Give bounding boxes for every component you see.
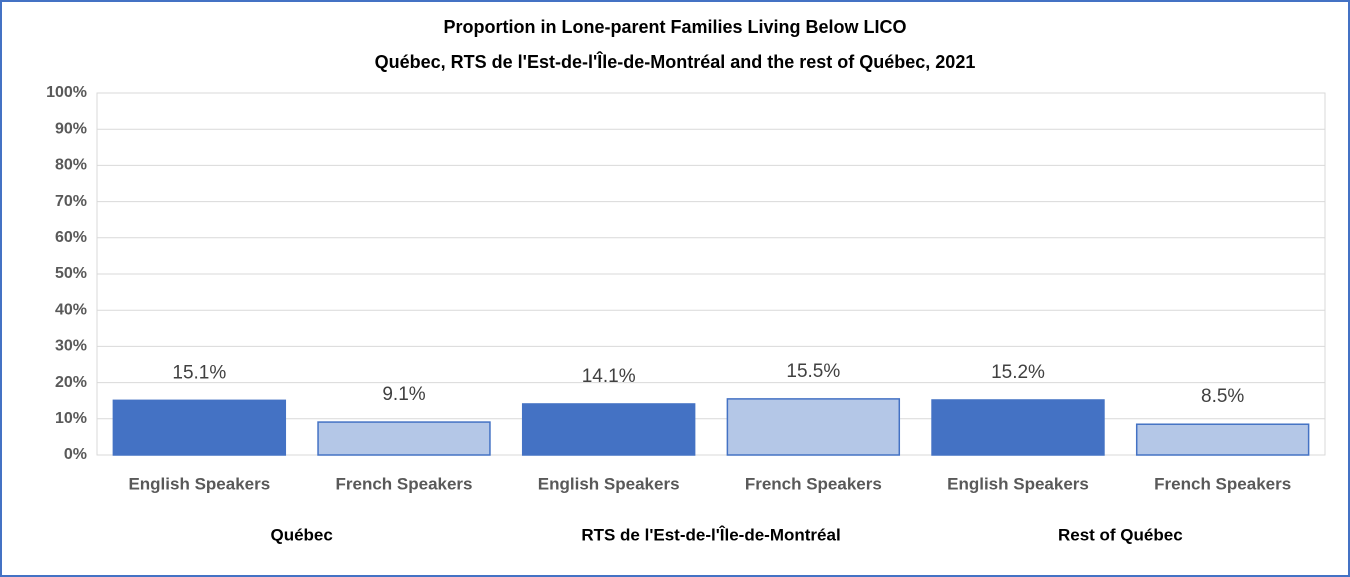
bar <box>931 399 1105 456</box>
y-tick-label: 50% <box>55 265 87 282</box>
y-tick-label: 20% <box>55 374 87 391</box>
value-label: 15.1% <box>172 362 226 383</box>
y-tick-label: 90% <box>55 120 87 137</box>
y-tick-label: 0% <box>64 446 87 463</box>
group-label: RTS de l'Est-de-l'Île-de-Montréal <box>581 525 840 544</box>
chart-title: Proportion in Lone-parent Families Livin… <box>443 17 906 37</box>
x-tick-label: English Speakers <box>947 474 1089 493</box>
chart-subtitle: Québec, RTS de l'Est-de-l'Île-de-Montréa… <box>375 51 976 72</box>
value-label: 15.5% <box>786 361 840 382</box>
bar <box>521 403 696 456</box>
group-label: Québec <box>270 525 332 544</box>
bar <box>317 421 491 456</box>
y-tick-label: 80% <box>55 157 87 174</box>
y-tick-label: 40% <box>55 301 87 318</box>
group-label: Rest of Québec <box>1058 525 1183 544</box>
value-label: 8.5% <box>1201 386 1244 407</box>
value-label: 9.1% <box>382 384 425 405</box>
y-tick-label: 30% <box>55 338 87 355</box>
bar <box>112 399 287 456</box>
x-tick-label: English Speakers <box>538 474 680 493</box>
y-tick-label: 70% <box>55 193 87 210</box>
x-tick-label: English Speakers <box>128 474 270 493</box>
value-label: 14.1% <box>582 366 636 387</box>
y-tick-label: 100% <box>46 84 87 101</box>
bar <box>1135 423 1310 456</box>
x-tick-label: French Speakers <box>335 474 472 493</box>
x-tick-label: French Speakers <box>1154 474 1291 493</box>
y-tick-label: 60% <box>55 229 87 246</box>
bar <box>726 398 901 456</box>
x-tick-label: French Speakers <box>745 474 882 493</box>
y-tick-label: 10% <box>55 410 87 427</box>
value-label: 15.2% <box>991 362 1045 383</box>
